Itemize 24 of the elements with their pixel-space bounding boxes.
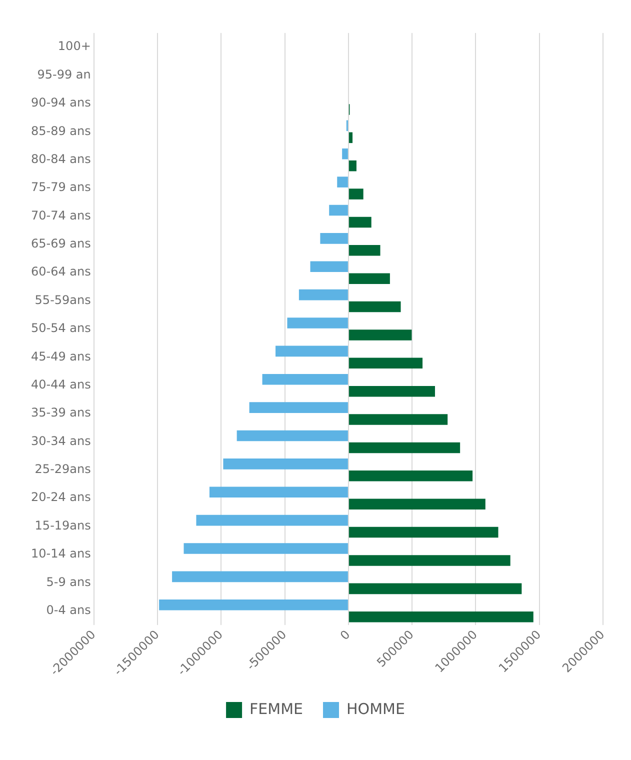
y-tick-label: 60-64 ans [30, 264, 91, 279]
y-tick-label: 25-29ans [34, 462, 91, 476]
y-tick-label: 30-34 ans [30, 434, 91, 448]
y-tick-label: 80-84 ans [30, 152, 91, 166]
y-tick-label: 50-54 ans [30, 321, 91, 336]
y-tick-label: 100+ [58, 39, 91, 54]
y-tick-label: 40-44 ans [30, 377, 91, 392]
y-tick-label: 20-24 ans [30, 490, 91, 504]
y-tick-label: 15-19ans [34, 518, 91, 532]
y-tick-label: 85-89 ans [30, 124, 91, 138]
y-tick-label: 10-14 ans [30, 546, 91, 561]
y-tick-label: 5-9 ans [46, 574, 91, 589]
y-tick-label: 55-59ans [34, 292, 91, 307]
y-tick-label: 45-49 ans [30, 349, 91, 364]
y-tick-label: 75-79 ans [30, 180, 91, 194]
legend-label: FEMME [250, 700, 304, 718]
y-tick-label: 0-4 ans [46, 602, 91, 617]
y-tick-label: 65-69 ans [30, 236, 91, 251]
y-tick-label: 35-39 ans [30, 406, 91, 420]
y-tick-label: 90-94 ans [30, 96, 91, 110]
y-tick-label: 70-74 ans [30, 208, 91, 222]
x-tick-label: 0 [337, 627, 353, 643]
legend-label: HOMME [346, 700, 405, 718]
y-tick-label: 95-99 an [37, 67, 91, 82]
